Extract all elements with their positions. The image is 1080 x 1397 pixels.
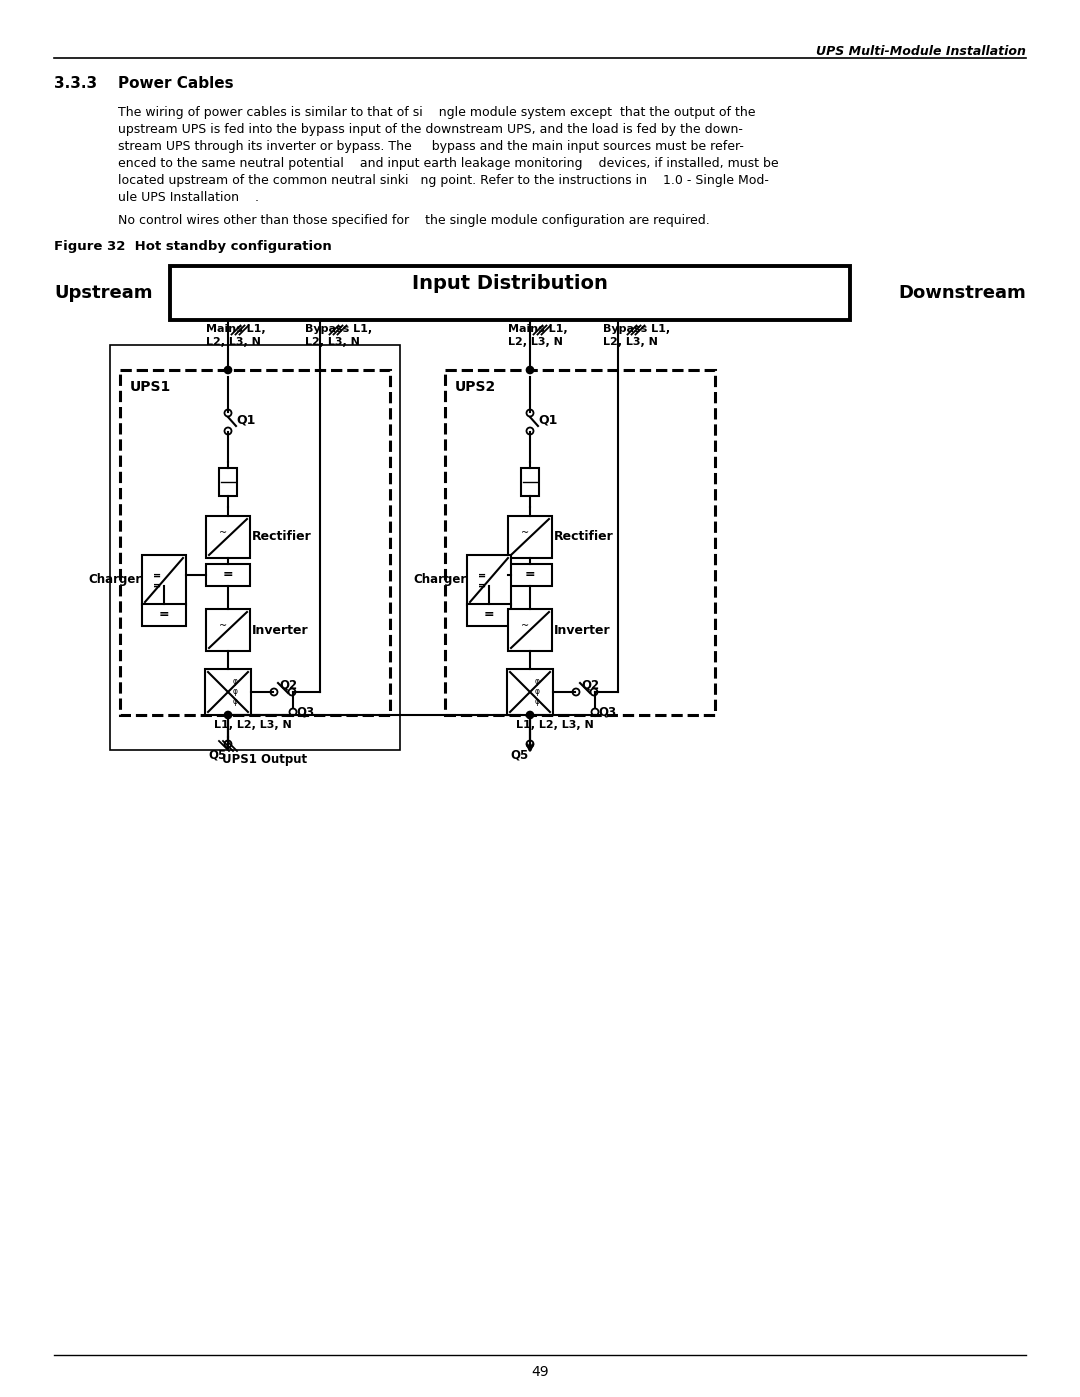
- Text: UPS1 Output: UPS1 Output: [222, 753, 307, 766]
- Text: ~: ~: [521, 528, 529, 538]
- Text: Rectifier: Rectifier: [252, 531, 312, 543]
- Bar: [219, 468, 237, 496]
- Text: =: =: [484, 609, 495, 622]
- Text: UPS1: UPS1: [130, 380, 172, 394]
- Text: =: =: [153, 581, 161, 591]
- Text: L1, L2, L3, N: L1, L2, L3, N: [214, 719, 292, 731]
- Text: Mains L1,: Mains L1,: [508, 324, 568, 334]
- Bar: [205, 669, 251, 715]
- Circle shape: [527, 366, 534, 373]
- Text: L2, L3, N: L2, L3, N: [603, 337, 658, 346]
- Text: =: =: [153, 571, 161, 581]
- Text: Inverter: Inverter: [252, 623, 309, 637]
- Text: UPS Multi-Module Installation: UPS Multi-Module Installation: [816, 45, 1026, 59]
- Circle shape: [527, 711, 534, 718]
- Text: φ: φ: [232, 687, 238, 697]
- Text: Charger: Charger: [89, 574, 141, 587]
- Bar: [508, 609, 552, 651]
- Text: Q1: Q1: [237, 414, 255, 426]
- Circle shape: [225, 711, 231, 718]
- Text: Bypass L1,: Bypass L1,: [305, 324, 373, 334]
- Text: L2, L3, N: L2, L3, N: [508, 337, 563, 346]
- Text: φ: φ: [232, 697, 238, 707]
- Bar: [141, 555, 186, 605]
- Text: Input Distribution: Input Distribution: [413, 274, 608, 293]
- Bar: [507, 669, 553, 715]
- Text: L1, L2, L3, N: L1, L2, L3, N: [516, 719, 594, 731]
- Bar: [508, 564, 552, 585]
- Bar: [508, 515, 552, 557]
- Text: =: =: [478, 581, 486, 591]
- Text: No control wires other than those specified for    the single module configurati: No control wires other than those specif…: [118, 214, 710, 226]
- Text: Mains L1,: Mains L1,: [206, 324, 266, 334]
- Bar: [206, 609, 249, 651]
- Text: φ: φ: [535, 678, 540, 686]
- Text: stream UPS through its inverter or bypass. The     bypass and the main input sou: stream UPS through its inverter or bypas…: [118, 140, 744, 154]
- Bar: [141, 604, 186, 626]
- Text: =: =: [159, 609, 170, 622]
- Bar: [521, 468, 539, 496]
- Text: Q5: Q5: [510, 749, 528, 761]
- Bar: [110, 345, 400, 750]
- Text: Q3: Q3: [598, 705, 616, 718]
- Text: Charger: Charger: [414, 574, 467, 587]
- Text: 3.3.3: 3.3.3: [54, 75, 97, 91]
- Text: Q3: Q3: [296, 705, 314, 718]
- Bar: [445, 370, 715, 715]
- Text: Bypass L1,: Bypass L1,: [603, 324, 670, 334]
- Bar: [120, 370, 390, 715]
- Bar: [170, 265, 850, 320]
- Text: =: =: [222, 569, 233, 581]
- Text: Upstream: Upstream: [54, 284, 152, 302]
- Bar: [206, 564, 249, 585]
- Text: =: =: [478, 571, 486, 581]
- Text: φ: φ: [535, 687, 540, 697]
- Text: φ: φ: [232, 678, 238, 686]
- Text: Inverter: Inverter: [554, 623, 610, 637]
- Circle shape: [225, 366, 231, 373]
- Bar: [467, 604, 511, 626]
- Text: enced to the same neutral potential    and input earth leakage monitoring    dev: enced to the same neutral potential and …: [118, 156, 779, 170]
- Text: L2, L3, N: L2, L3, N: [305, 337, 360, 346]
- Text: Power Cables: Power Cables: [118, 75, 233, 91]
- Text: 49: 49: [531, 1365, 549, 1379]
- Text: L2, L3, N: L2, L3, N: [206, 337, 261, 346]
- Text: Rectifier: Rectifier: [554, 531, 613, 543]
- Text: ~: ~: [521, 622, 529, 631]
- Text: ule UPS Installation    .: ule UPS Installation .: [118, 191, 259, 204]
- Text: Q2: Q2: [279, 678, 297, 692]
- Bar: [206, 515, 249, 557]
- Text: Figure 32  Hot standby configuration: Figure 32 Hot standby configuration: [54, 240, 332, 253]
- Text: Downstream: Downstream: [899, 284, 1026, 302]
- Text: located upstream of the common neutral sinki   ng point. Refer to the instructio: located upstream of the common neutral s…: [118, 175, 769, 187]
- Text: The wiring of power cables is similar to that of si    ngle module system except: The wiring of power cables is similar to…: [118, 106, 756, 119]
- Text: φ: φ: [535, 697, 540, 707]
- Text: Q5: Q5: [208, 749, 226, 761]
- Text: Q1: Q1: [538, 414, 557, 426]
- Text: ~: ~: [219, 622, 227, 631]
- Text: upstream UPS is fed into the bypass input of the downstream UPS, and the load is: upstream UPS is fed into the bypass inpu…: [118, 123, 743, 136]
- Text: =: =: [525, 569, 536, 581]
- Text: Q2: Q2: [581, 678, 599, 692]
- Text: UPS2: UPS2: [455, 380, 496, 394]
- Text: ~: ~: [219, 528, 227, 538]
- Bar: [467, 555, 511, 605]
